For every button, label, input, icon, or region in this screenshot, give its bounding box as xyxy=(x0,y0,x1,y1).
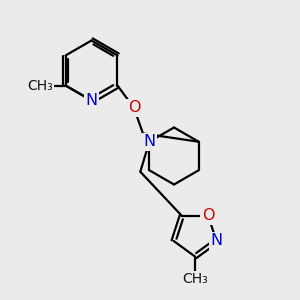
Text: CH₃: CH₃ xyxy=(182,272,208,286)
Text: O: O xyxy=(202,208,214,223)
Text: N: N xyxy=(143,134,155,149)
Text: CH₃: CH₃ xyxy=(27,79,53,92)
Text: O: O xyxy=(128,100,140,116)
Text: N: N xyxy=(85,93,98,108)
Text: N: N xyxy=(210,233,223,248)
